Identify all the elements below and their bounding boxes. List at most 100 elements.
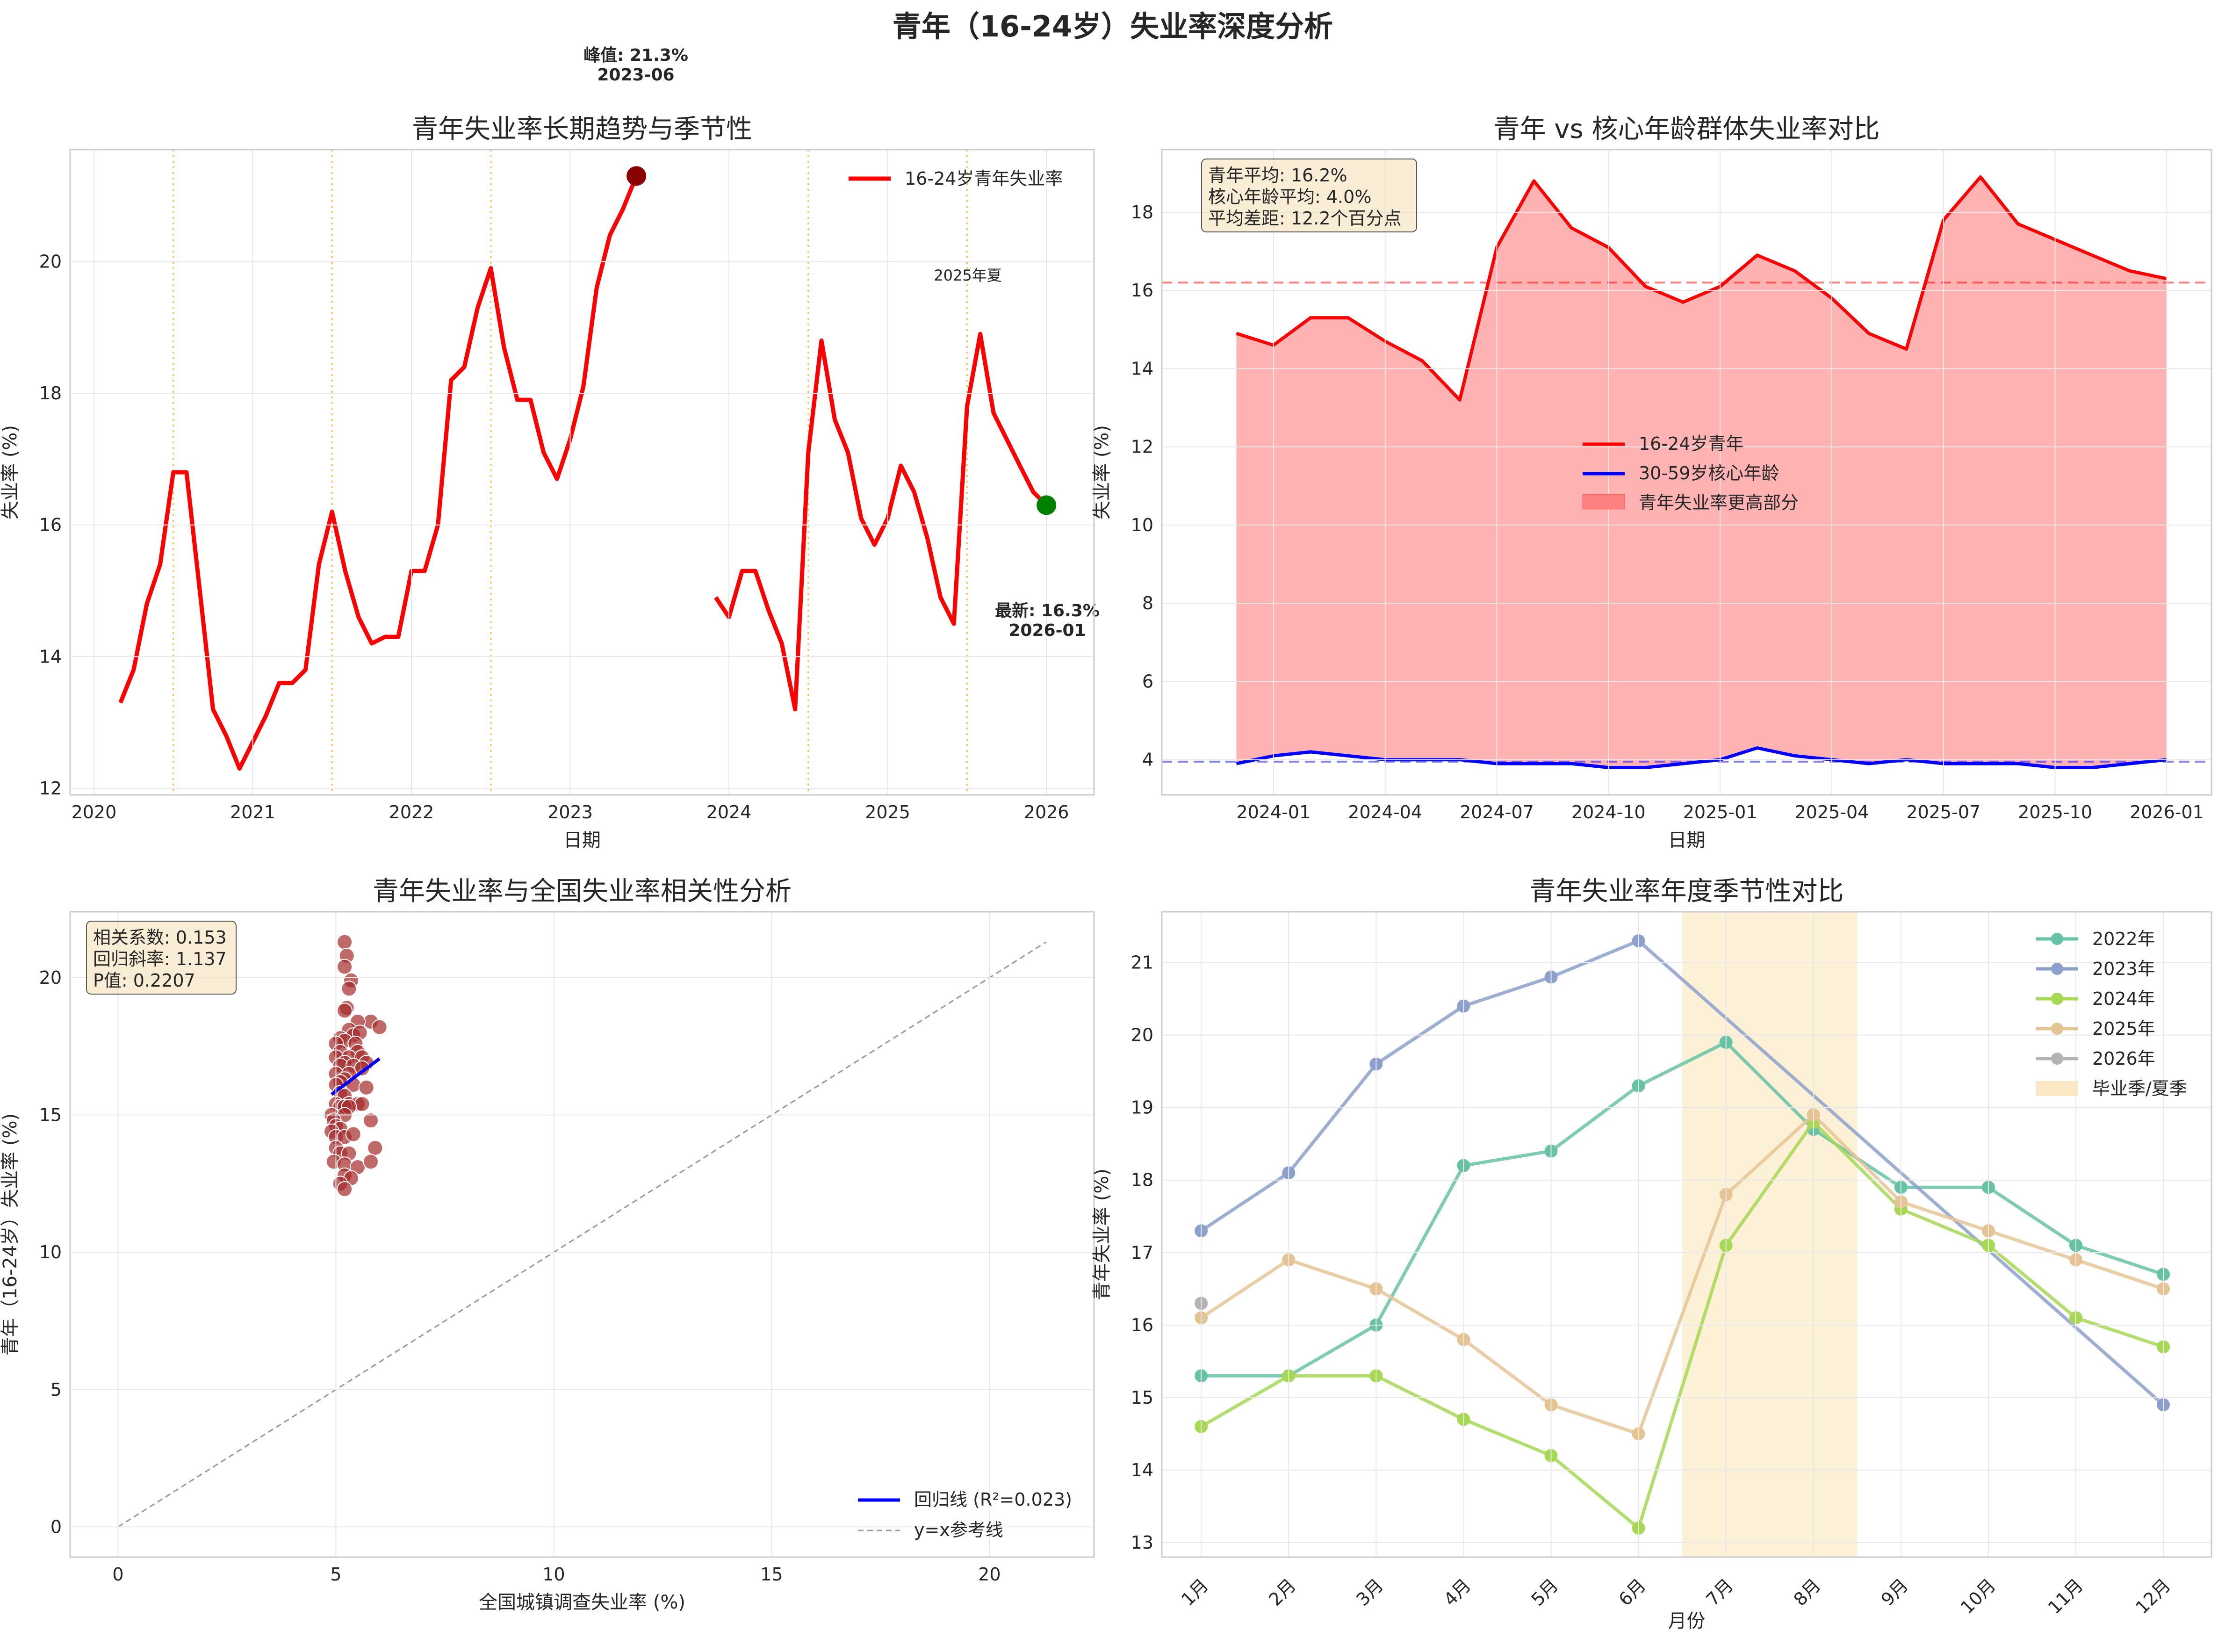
- y-tick-label: 21: [1131, 952, 1153, 973]
- x-tick-label: 2021: [230, 802, 275, 822]
- x-tick-label: 20: [978, 1564, 1001, 1585]
- x-axis-label: 日期: [1668, 830, 1706, 851]
- series-line: [1200, 1120, 2164, 1530]
- scatter-point: [337, 959, 353, 975]
- plot-frame: [1161, 149, 2212, 796]
- y-tick-label: 10: [39, 1242, 62, 1262]
- y-tick-label: 6: [1142, 671, 1153, 692]
- scatter-point: [345, 1126, 361, 1142]
- y-tick-label: 16: [1131, 280, 1153, 301]
- scatter-point: [337, 934, 353, 950]
- stats-line: 青年平均: 16.2%: [1208, 165, 1347, 186]
- x-tick-label: 2026: [1024, 802, 1069, 822]
- x-tick-label: 0: [112, 1564, 123, 1585]
- y-tick-label: 15: [1131, 1387, 1153, 1408]
- y-tick-label: 20: [39, 251, 62, 272]
- x-tick-label: 15: [760, 1564, 783, 1585]
- y-tick-label: 14: [1131, 358, 1153, 379]
- y-tick-label: 10: [1131, 515, 1153, 535]
- x-tick-label: 2024-07: [1460, 802, 1534, 822]
- y-tick-label: 15: [39, 1105, 62, 1125]
- x-tick-label: 11月: [2044, 1575, 2087, 1618]
- x-tick-label: 8月: [1790, 1575, 1825, 1610]
- legend-label: 16-24岁青年失业率: [905, 168, 1063, 189]
- seasonality-panel: 1月 2月 3月 4月 5月 6月 7月 8月 9月 10月 11月 12月 13 14 15 16 17 18 1…: [1091, 876, 2212, 1632]
- x-tick-label: 2026-01: [2130, 802, 2204, 822]
- y-tick-label: 18: [1131, 1170, 1153, 1190]
- legend-label: 2026年: [2092, 1048, 2155, 1069]
- youth-unemployment-line: [118, 175, 639, 771]
- y-tick-label: 4: [1142, 750, 1153, 770]
- plot-frame: [69, 911, 1095, 1558]
- legend-label: 2023年: [2092, 959, 2155, 979]
- x-tick-label: 1月: [1177, 1575, 1212, 1610]
- comparison-panel: 2024-01 2024-04 2024-07 2024-10 2025-01 2025-…: [1091, 114, 2212, 851]
- y-tick-label: 16: [1131, 1315, 1153, 1335]
- y-tick-label: 12: [39, 778, 62, 799]
- legend-label: 2022年: [2092, 929, 2155, 949]
- legend-marker: [2051, 963, 2063, 975]
- y-tick-label: 5: [50, 1379, 62, 1400]
- x-tick-label: 7月: [1702, 1575, 1737, 1610]
- x-tick-label: 2024-01: [1236, 802, 1311, 822]
- legend-marker: [2051, 993, 2063, 1005]
- x-tick-label: 4月: [1440, 1575, 1475, 1610]
- x-axis-label: 日期: [563, 830, 601, 851]
- scatter-point: [363, 1154, 379, 1170]
- x-tick-label: 10月: [1957, 1575, 2000, 1618]
- x-axis-label: 月份: [1668, 1610, 1706, 1632]
- legend-label: 毕业季/夏季: [2092, 1078, 2187, 1099]
- legend-swatch: [2036, 1081, 2078, 1096]
- plot-data: [118, 150, 1048, 795]
- peak-annotation-date: 2023-06: [597, 65, 674, 85]
- y-tick-label: 17: [1131, 1242, 1153, 1263]
- scatter-point: [341, 981, 357, 997]
- series-line: [1201, 1040, 2164, 1378]
- legend-marker: [2051, 933, 2063, 945]
- peak-marker: [626, 166, 647, 186]
- regression-line: [331, 1057, 381, 1096]
- trend-panel: 2020 2021 2022 2023 2024 2025 2026 12 14 16 18 20 峰值…: [0, 46, 1100, 851]
- x-tick-label: 2024: [706, 802, 752, 822]
- grid: [70, 150, 1094, 795]
- x-axis-label: 全国城镇调查失业率 (%): [479, 1592, 685, 1613]
- stats-box: [86, 921, 237, 995]
- legend-label: 2024年: [2092, 988, 2155, 1009]
- x-tick-label: 2024-10: [1571, 802, 1646, 822]
- peak-annotation: 峰值: 21.3%: [583, 46, 688, 65]
- y-tick-label: 19: [1131, 1097, 1153, 1118]
- legend: 回归线 (R²=0.023) y=x参考线: [858, 1489, 1072, 1540]
- y-tick-label: 18: [1131, 202, 1153, 223]
- y-tick-label: 18: [39, 383, 62, 404]
- y-tick-label: 8: [1142, 593, 1153, 613]
- panel-title: 青年 vs 核心年龄群体失业率对比: [1494, 114, 1880, 144]
- youth-line: [1236, 175, 2167, 402]
- legend-label: 回归线 (R²=0.023): [914, 1489, 1072, 1510]
- x-tick-label: 2020: [72, 802, 117, 822]
- x-tick-label: 2022: [389, 802, 434, 822]
- x-tick-label: 2025-10: [2018, 802, 2092, 822]
- scatter-point: [337, 1003, 353, 1019]
- youth-unemployment-line: [714, 332, 1048, 712]
- panel-title: 青年失业率年度季节性对比: [1530, 876, 1844, 907]
- scatter-point: [358, 1079, 374, 1096]
- y-axis-label: 失业率 (%): [1091, 425, 1113, 519]
- x-tick-label: 2024-04: [1348, 802, 1422, 822]
- x-tick-label: 2025-07: [1906, 802, 1980, 822]
- x-tick-label: 5月: [1527, 1575, 1562, 1610]
- plot-area: [1162, 150, 2211, 795]
- scatter-point: [354, 1096, 370, 1112]
- x-tick-label: 3月: [1352, 1575, 1387, 1610]
- stats-line: 回归斜率: 1.137: [93, 949, 227, 969]
- correlation-panel: 0 5 10 15 20 0 5 10 15 20 青年失业率与全国失业率相关性分析全国城镇调查失业…: [0, 876, 1095, 1613]
- series-line: [1200, 1113, 2164, 1436]
- reference-line: [117, 941, 1047, 1528]
- y-tick-label: 14: [1131, 1460, 1153, 1480]
- x-tick-label: 2025: [865, 802, 910, 822]
- y-tick-label: 13: [1131, 1532, 1153, 1553]
- stats-line: 平均差距: 12.2个百分点: [1208, 208, 1402, 229]
- y-tick-label: 20: [1131, 1025, 1153, 1046]
- grid: [1162, 912, 2211, 1557]
